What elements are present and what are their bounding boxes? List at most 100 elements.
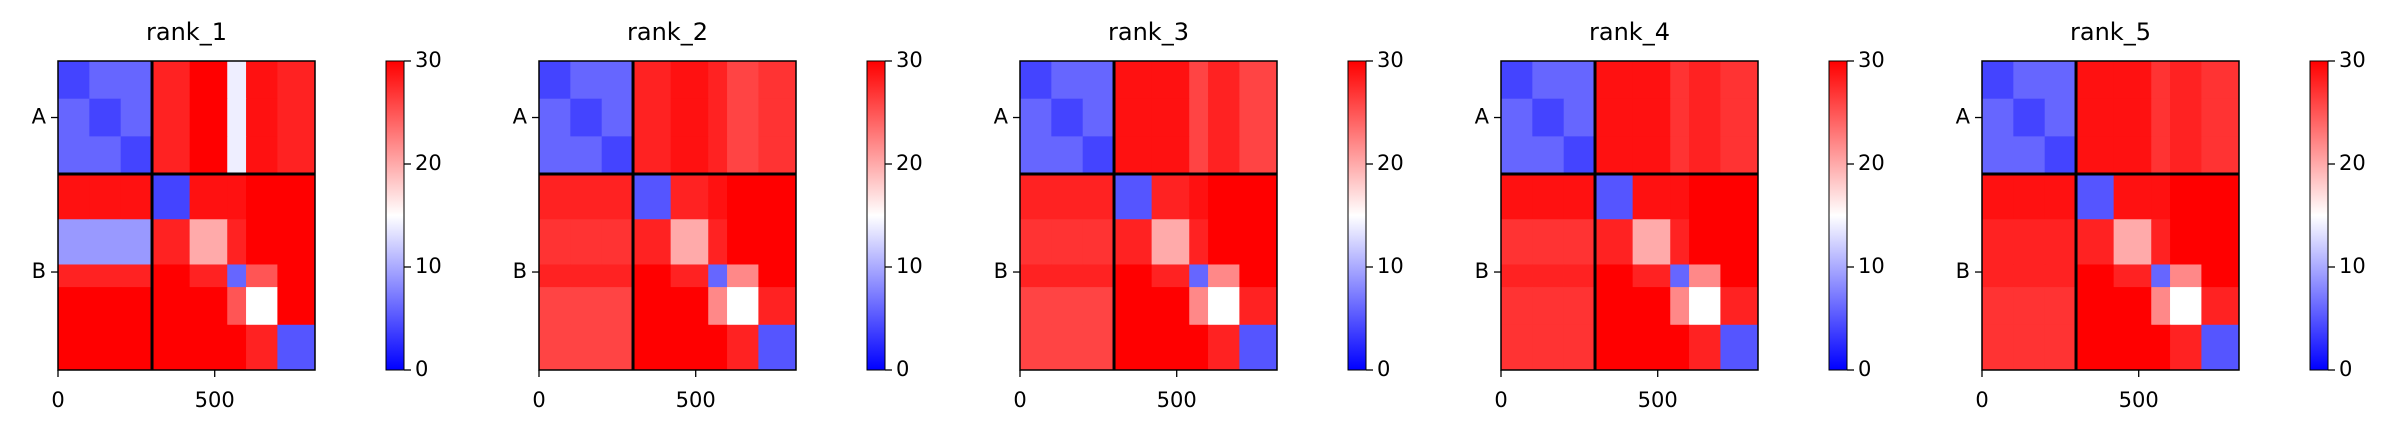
heatmap-cell [708,219,728,265]
heatmap-cell [152,219,191,265]
heatmap-cell [1595,264,1634,288]
heatmap-cell [246,136,278,175]
heatmap-cell [601,324,634,371]
heatmap-cell [1239,264,1278,288]
heatmap-cell [1595,287,1634,326]
heatmap-cell [2013,98,2046,137]
colorbar-tick-label: 10 [2339,254,2366,278]
heatmap-cell [1595,174,1634,220]
heatmap-cell [1151,136,1190,175]
heatmap-cell [1532,264,1565,288]
heatmap-cell [2170,264,2202,288]
heatmap-cell [277,61,316,100]
heatmap-cell [1501,219,1533,265]
heatmap-cell [58,136,90,175]
heatmap-cell [1670,287,1690,326]
heatmap-cell [58,98,90,137]
heatmap-cell [1532,174,1565,220]
colorbar-tick-label: 0 [2339,357,2352,381]
heatmap-cell [1051,61,1084,100]
heatmap-cell [246,324,278,371]
heatmap-cell [89,136,122,175]
heatmap-cell [2013,219,2046,265]
heatmap-cell [1189,136,1209,175]
heatmap-cell [227,136,247,175]
heatmap-cell [1020,98,1052,137]
heatmap-cell [1532,287,1565,326]
heatmap-cell [1632,136,1671,175]
colorbar-tick-label: 20 [896,151,923,175]
heatmap-cell [89,324,122,371]
heatmap-cell [1563,61,1596,100]
heatmap-cell [1689,136,1721,175]
heatmap-cell [120,219,153,265]
heatmap-cell [120,98,153,137]
colorbar-tick-label: 30 [896,48,923,72]
heatmap-cell [1720,324,1759,371]
heatmap-cell [189,136,228,175]
heatmap-cell [277,264,316,288]
heatmap-cell [1020,287,1052,326]
heatmap-cell [633,219,672,265]
heatmap-cell [1670,61,1690,100]
heatmap-cell [277,324,316,371]
heatmap-cell [1189,219,1209,265]
heatmap-cell [1189,264,1209,288]
heatmap-cell [2170,136,2202,175]
heatmap-cell [1114,219,1153,265]
x-tick-label: 0 [532,388,545,412]
heatmap-cell [570,174,603,220]
heatmap-cell [1501,98,1533,137]
heatmap-cell [227,324,247,371]
plot-frame [1019,60,1278,371]
heatmap-cell [708,324,728,371]
heatmap-cell [1563,98,1596,137]
heatmap-cell [152,61,191,100]
heatmap-cell [1239,287,1278,326]
heatmap-cell [2201,219,2240,265]
heatmap-cell [189,324,228,371]
heatmap-cell [1151,61,1190,100]
heatmap-cell [1689,61,1721,100]
heatmap-cell [1051,287,1084,326]
heatmap-cell [277,136,316,175]
heatmap-cell [1082,324,1115,371]
heatmap-cell [633,61,672,100]
panel-title: rank_1 [146,18,227,46]
y-tick-label: A [994,105,1009,129]
heatmap-cell [2151,264,2171,288]
heatmap-cell [120,287,153,326]
heatmap-cell [1689,324,1721,371]
heatmap-cell [246,219,278,265]
heatmap-cell [670,324,709,371]
heatmap-cell [1501,174,1533,220]
heatmap-cell [2151,98,2171,137]
heatmap-cell [570,287,603,326]
heatmap-cell [2151,136,2171,175]
heatmap-cell [1670,98,1690,137]
heatmap-cell [633,324,672,371]
colorbar-tick-label: 10 [1858,254,1885,278]
heatmap-cell [670,136,709,175]
heatmap-cell [758,61,797,100]
heatmap-cell [1208,98,1240,137]
heatmap-cell [570,219,603,265]
heatmap-cell [670,98,709,137]
heatmap-cell [539,264,571,288]
y-tick-label: B [32,259,46,283]
colorbar [1828,60,1848,371]
heatmap-cell [708,264,728,288]
colorbar [866,60,886,371]
heatmap-cell [120,264,153,288]
heatmap-cell [246,174,278,220]
y-tick-label: A [513,105,528,129]
plot-frame [1500,60,1759,371]
heatmap-cell [1114,264,1153,288]
heatmap-cell [227,264,247,288]
heatmap-cell [1563,324,1596,371]
heatmap-cell [633,136,672,175]
heatmap-cell [570,61,603,100]
heatmap-cell [539,219,571,265]
heatmap-cell [1189,324,1209,371]
heatmap-cell [727,324,759,371]
